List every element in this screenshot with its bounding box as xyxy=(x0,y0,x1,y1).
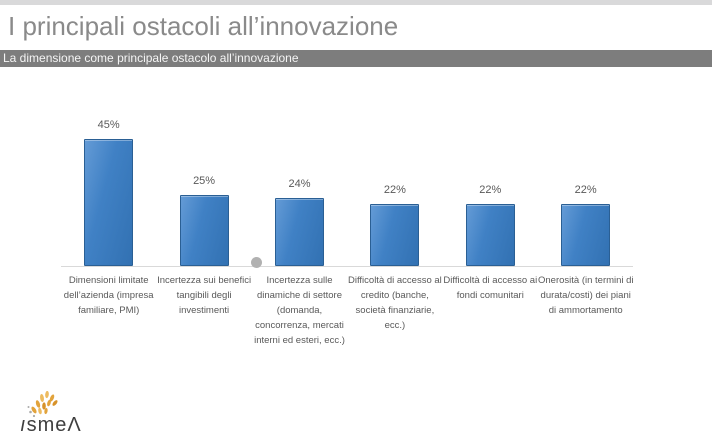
gray-dot xyxy=(251,257,262,268)
bar-category-label: Onerosità (in termini di durata/costi) d… xyxy=(538,275,634,316)
top-strip xyxy=(0,0,712,5)
bar xyxy=(275,198,324,266)
wheat-grains-icon xyxy=(27,391,58,417)
bar xyxy=(561,204,611,266)
bar xyxy=(179,195,229,266)
logo-letter-i: ı xyxy=(20,414,27,436)
bar-value-label: 25% xyxy=(193,175,216,187)
bar-value-label: 24% xyxy=(288,178,311,190)
bar-category-label: Difficoltà di accesso ai fondi comunitar… xyxy=(443,275,538,301)
bar-value-label: 45% xyxy=(97,119,120,131)
logo-text: ısmeΛ xyxy=(20,414,82,437)
logo-letter-a: Λ xyxy=(67,414,82,436)
bar-category-label: Dimensioni limitate dell’azienda (impres… xyxy=(63,275,154,316)
bar xyxy=(84,139,134,266)
ismea-logo: ısmeΛ xyxy=(20,391,140,436)
bar xyxy=(465,204,515,266)
subtitle-text: La dimensione come principale ostacolo a… xyxy=(3,51,299,65)
bar-category-label: Incertezza sui benefici tangibili degli … xyxy=(157,275,252,316)
bar-category-label: Difficoltà di accesso al credito (banche… xyxy=(347,275,442,331)
bar xyxy=(370,204,420,266)
x-axis-baseline xyxy=(61,266,633,267)
logo-letters-sme: sme xyxy=(26,414,68,436)
bar-value-label: 22% xyxy=(479,184,502,196)
page-title: I principali ostacoli all’innovazione xyxy=(8,11,399,41)
bar-category-label: Incertezza sulle dinamiche di settore (d… xyxy=(254,275,345,346)
bar-value-label: 22% xyxy=(383,184,406,196)
subtitle-bar: La dimensione come principale ostacolo a… xyxy=(0,50,712,67)
bar-value-label: 22% xyxy=(574,184,597,196)
